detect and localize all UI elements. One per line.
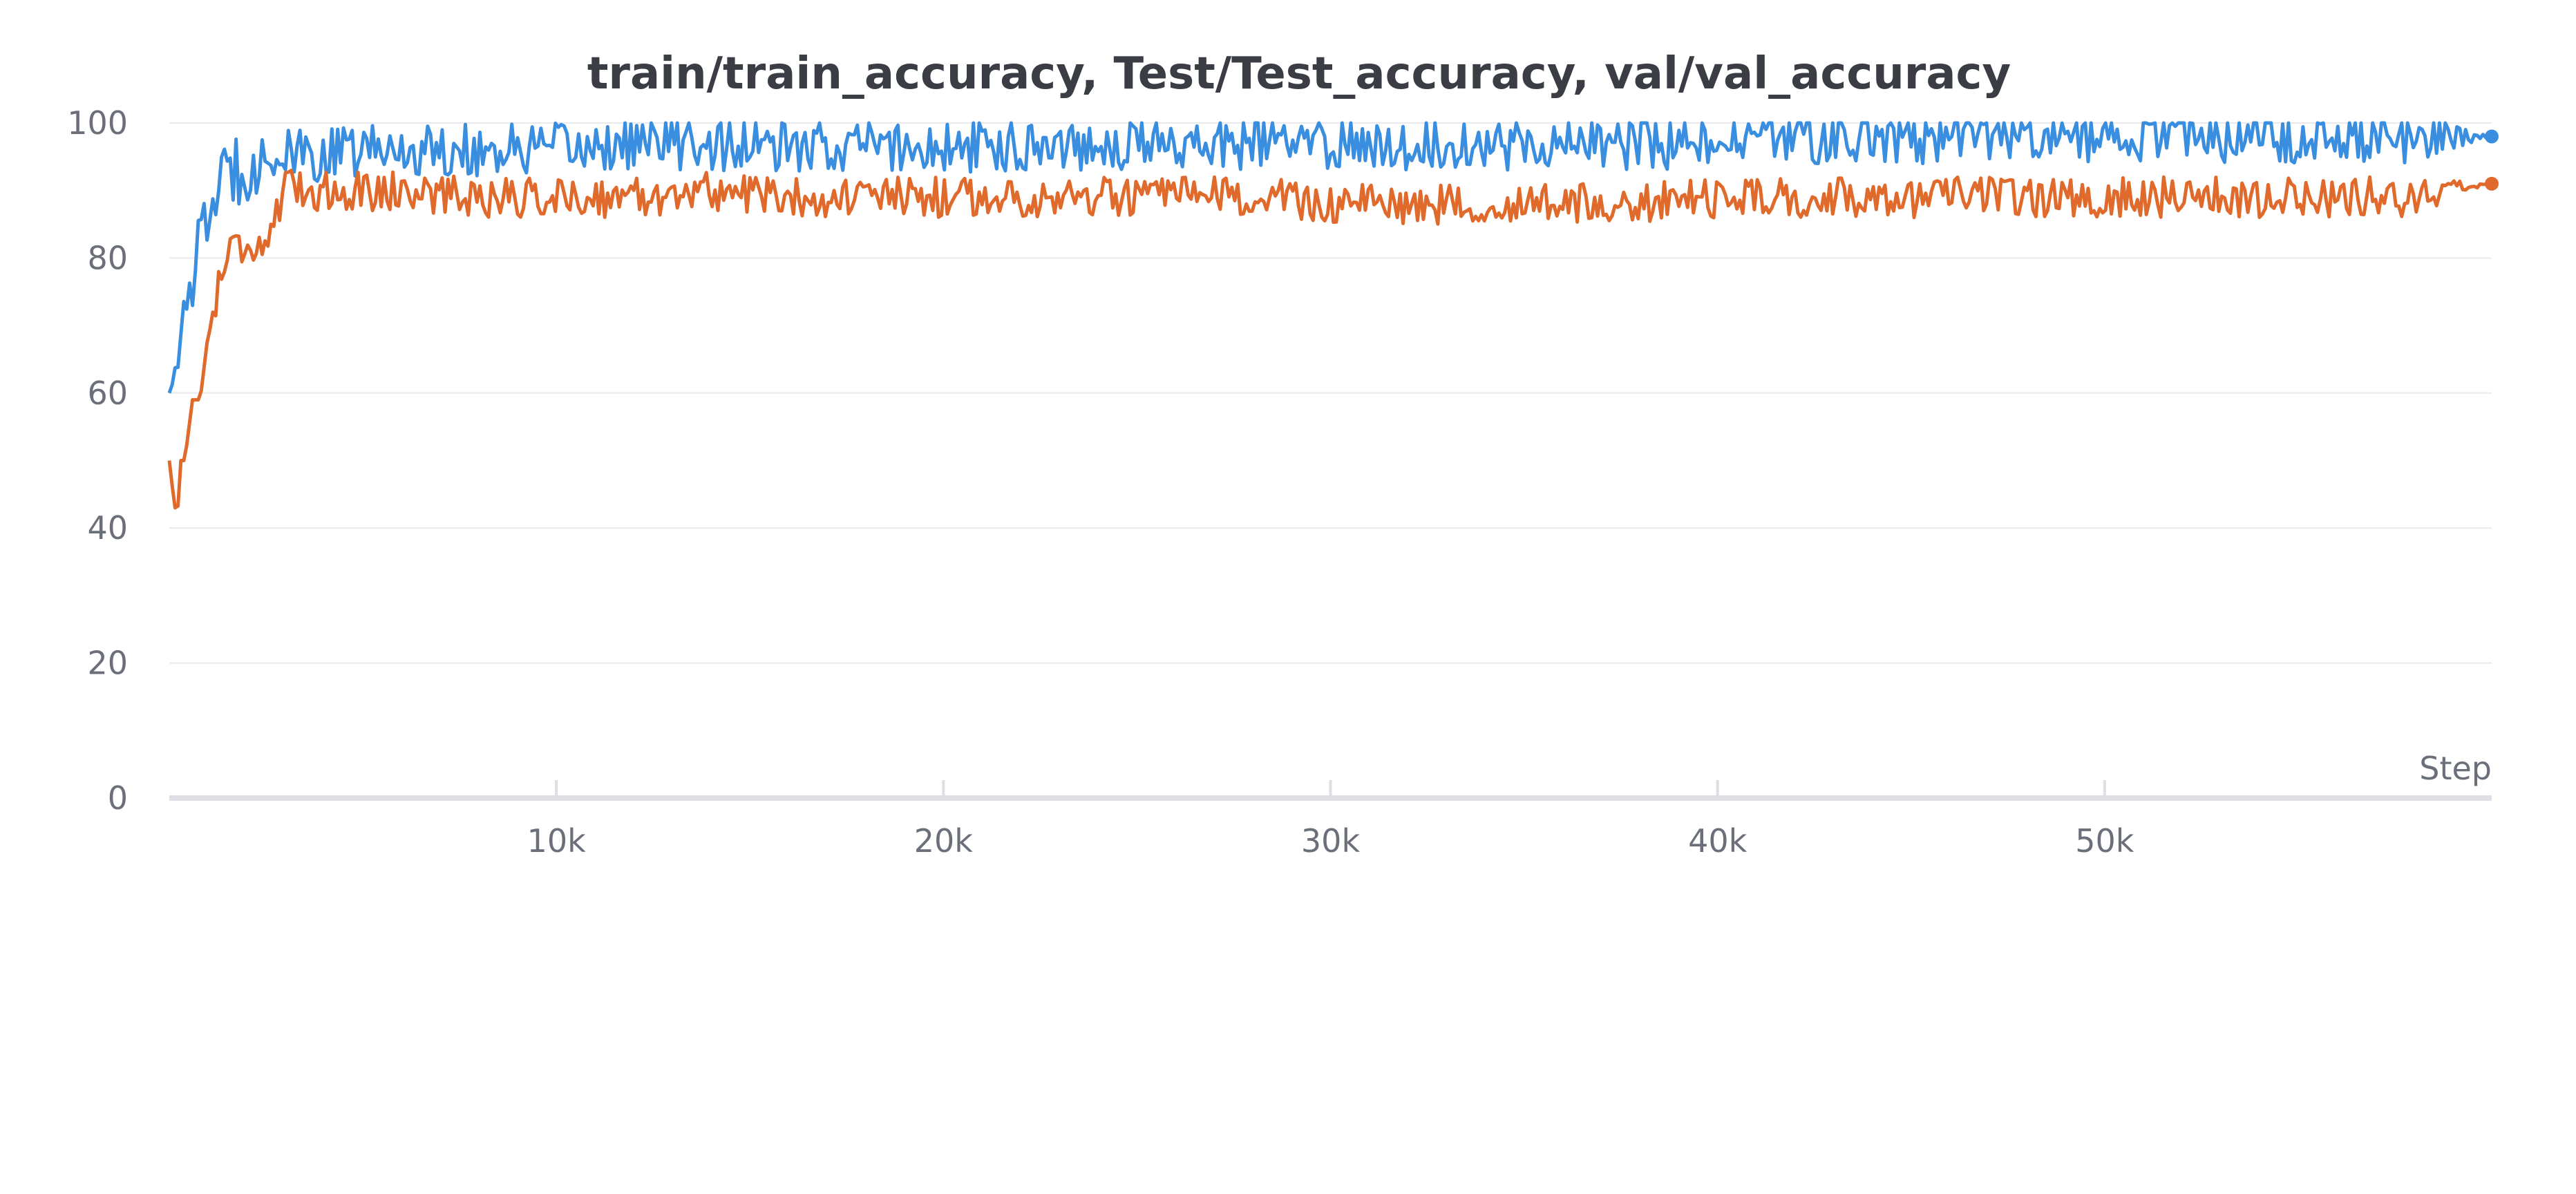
series-line-2 <box>167 169 2492 510</box>
series-end-marker <box>2485 129 2499 144</box>
series-line-1 <box>167 121 2492 394</box>
x-axis-label: Step <box>2419 750 2492 787</box>
y-tick-label: 80 <box>87 239 128 276</box>
y-tick-label: 0 <box>108 779 128 817</box>
axes: 0 20 40 60 80 100 10k 20k 30k 40k 50k <box>67 104 2492 860</box>
x-tick-label: 10k <box>527 822 587 860</box>
chart-title: train/train_accuracy, Test/Test_accuracy… <box>587 48 2011 100</box>
y-tick-label: 100 <box>67 104 128 142</box>
x-tick-label: 20k <box>914 822 974 860</box>
y-tick-label: 20 <box>87 645 128 682</box>
series-end-marker <box>2485 176 2499 191</box>
y-tick-label: 40 <box>87 509 128 547</box>
x-tick-label: 40k <box>1688 822 1748 860</box>
series-lines <box>167 121 2499 510</box>
x-tick-label: 30k <box>1301 822 1361 860</box>
x-tick-label: 50k <box>2075 822 2134 860</box>
y-tick-label: 60 <box>87 375 128 412</box>
